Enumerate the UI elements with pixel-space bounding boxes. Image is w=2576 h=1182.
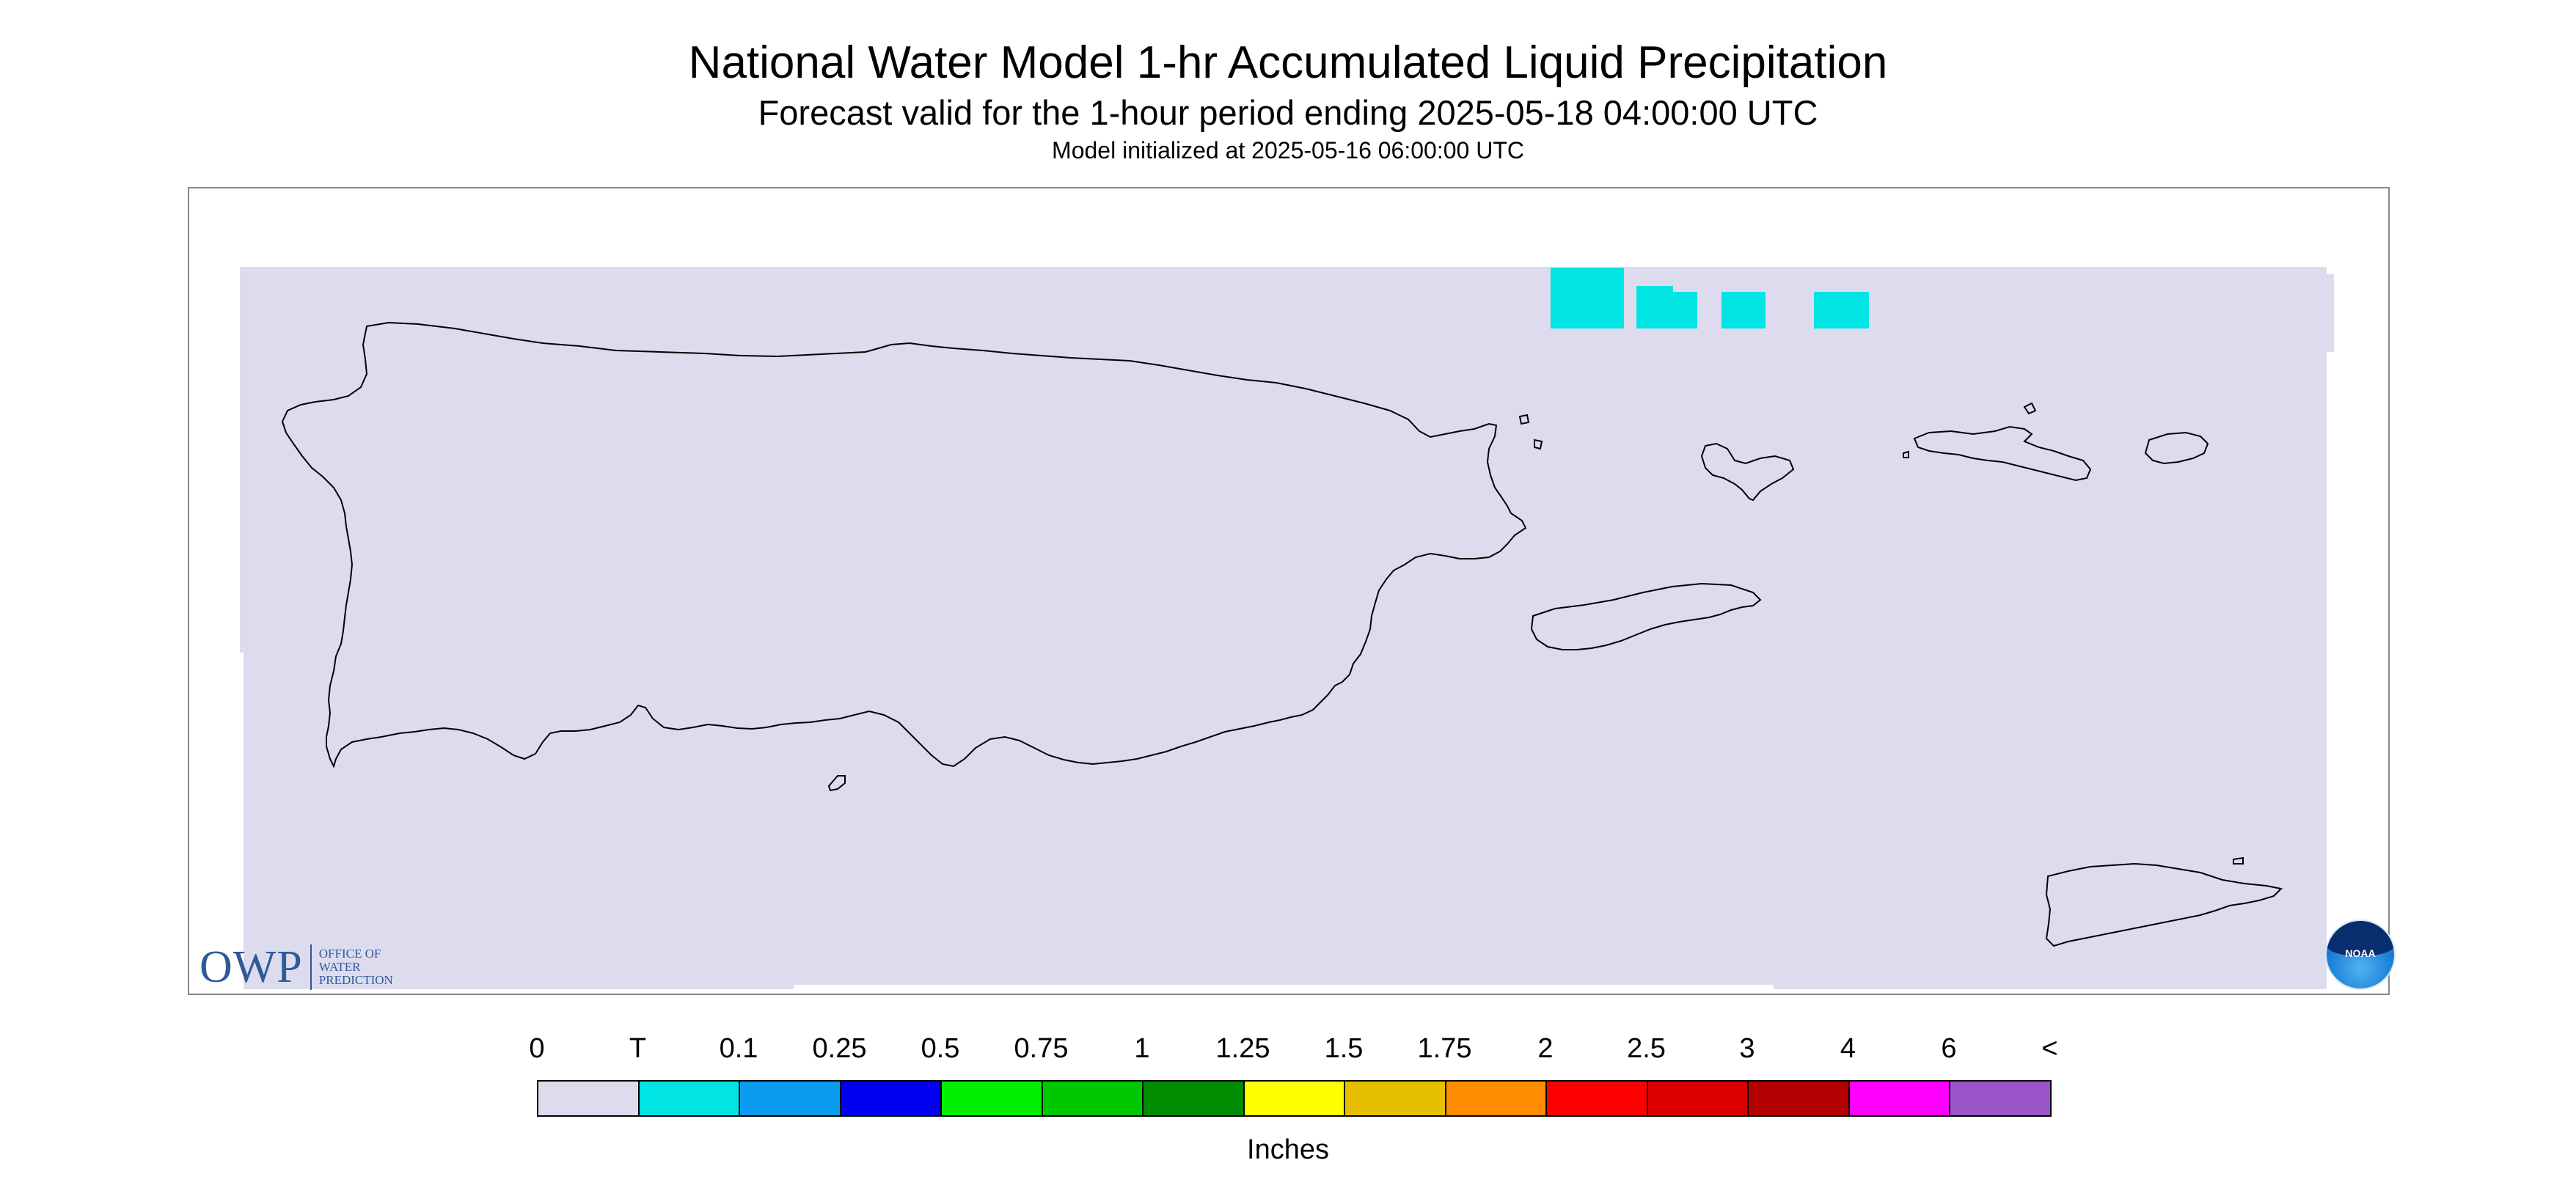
st-croix-coastline	[2045, 862, 2283, 947]
precip-cell	[1551, 268, 1624, 328]
legend-tick-label: 0	[529, 1033, 545, 1064]
islet-coastline	[1903, 450, 1909, 458]
legend-tick-label: 2	[1537, 1033, 1554, 1064]
legend-tick-label: <	[2041, 1033, 2058, 1064]
islet-coastline	[1534, 438, 1543, 450]
islet-coastline	[2023, 402, 2037, 415]
owp-logo-name: Office of Water Prediction	[318, 947, 393, 987]
legend-tick-label: 1.25	[1215, 1033, 1270, 1064]
mona-island-coastline	[827, 775, 846, 792]
islet-coastline	[2233, 856, 2244, 865]
owp-logo: OWP Office of Water Prediction	[200, 941, 422, 993]
legend-tick-label: 1.5	[1324, 1033, 1364, 1064]
legend-color-box	[1747, 1080, 1850, 1117]
precip-cell	[1814, 292, 1869, 328]
legend-tick-label: 6	[1941, 1033, 1957, 1064]
legend-tick-label: 0.25	[812, 1033, 867, 1064]
legend-tick-label: 3	[1739, 1033, 1755, 1064]
legend-tick-label: 2.5	[1627, 1033, 1666, 1064]
legend-color-box	[1949, 1080, 2052, 1117]
legend-color-box	[1545, 1080, 1648, 1117]
legend-tick-label: 0.5	[921, 1033, 960, 1064]
legend-tick-label: 4	[1840, 1033, 1856, 1064]
model-domain-area	[240, 267, 2334, 989]
legend-color-box	[739, 1080, 841, 1117]
noaa-logo-top	[2327, 921, 2394, 956]
us-virgin-islands-north-coastline	[1913, 425, 2092, 482]
precip-cell	[1721, 292, 1765, 328]
legend-tick-label: 0.1	[719, 1033, 758, 1064]
noaa-logo: NOAA	[2325, 919, 2396, 990]
legend-color-box	[1243, 1080, 1345, 1117]
model-init-line: Model initialized at 2025-05-16 06:00:00…	[1052, 137, 1524, 164]
legend-color-box	[839, 1080, 942, 1117]
legend-color-box	[1848, 1080, 1950, 1117]
legend-tick-label: 0.75	[1014, 1033, 1069, 1064]
legend-tick-label: 1.75	[1417, 1033, 1472, 1064]
legend-tick-label: 1	[1134, 1033, 1150, 1064]
legend-color-box	[1444, 1080, 1547, 1117]
us-virgin-islands-east-coastline	[2144, 431, 2209, 465]
legend-color-box	[637, 1080, 740, 1117]
forecast-valid-subtitle: Forecast valid for the 1-hour period end…	[758, 93, 1818, 132]
legend-color-box	[940, 1080, 1043, 1117]
map-title: National Water Model 1-hr Accumulated Li…	[688, 37, 1888, 88]
culebra-coastline	[1700, 442, 1795, 502]
legend-color-box	[1142, 1080, 1245, 1117]
puerto-rico-coastline	[281, 321, 1527, 768]
precip-cell	[1636, 286, 1673, 328]
legend-tick-label: T	[629, 1033, 647, 1064]
owp-logo-letters: OWP	[200, 942, 303, 992]
legend-color-box	[537, 1080, 640, 1117]
vieques-coastline	[1530, 582, 1762, 650]
legend-color-box	[1344, 1080, 1446, 1117]
legend-color-box	[1646, 1080, 1749, 1117]
legend-color-box	[1041, 1080, 1144, 1117]
legend-unit-label: Inches	[1247, 1134, 1329, 1165]
precip-cell	[1670, 292, 1697, 328]
noaa-logo-text: NOAA	[2345, 947, 2376, 959]
islet-coastline	[1518, 414, 1530, 425]
owp-logo-divider	[310, 944, 312, 990]
